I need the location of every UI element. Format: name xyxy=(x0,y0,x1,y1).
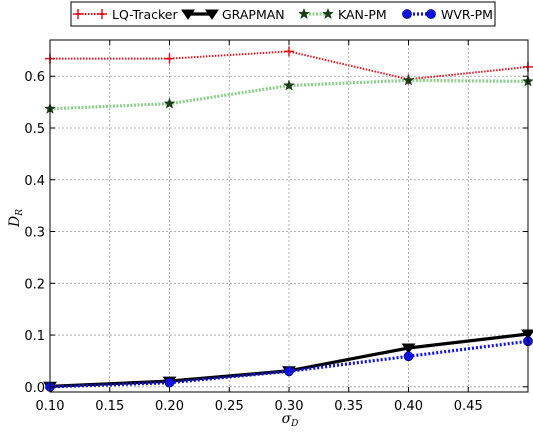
legend-item: KAN-PM xyxy=(298,7,387,22)
legend-marker xyxy=(402,9,412,19)
legend-marker xyxy=(205,9,219,20)
x-tick-label: 0.40 xyxy=(394,399,423,414)
legend-label: GRAPMAN xyxy=(222,7,285,22)
data-point xyxy=(164,53,175,64)
x-tick-label: 0.45 xyxy=(454,399,483,414)
legend-item: LQ-Tracker xyxy=(73,7,178,22)
y-tick-label: 0.3 xyxy=(24,226,45,241)
data-point xyxy=(283,79,295,91)
legend-item: WVR-PM xyxy=(402,7,493,22)
series-line xyxy=(49,339,529,389)
legend-box xyxy=(70,1,496,27)
data-point xyxy=(403,351,414,362)
data-point xyxy=(402,74,415,86)
x-axis-label: σD xyxy=(282,411,299,429)
legend-item: GRAPMAN xyxy=(181,7,285,22)
y-tick-label: 0.5 xyxy=(24,122,45,137)
series-line xyxy=(49,78,529,111)
legend-label: KAN-PM xyxy=(338,7,387,22)
y-tick-label: 0.4 xyxy=(24,174,45,189)
x-tick-label: 0.10 xyxy=(36,399,65,414)
legend-marker xyxy=(298,7,310,20)
data-point xyxy=(284,366,294,377)
y-axis-label: DR xyxy=(7,209,25,228)
legend-marker xyxy=(322,7,334,20)
data-point xyxy=(164,377,175,388)
legend-label: LQ-Tracker xyxy=(112,7,178,22)
legend-marker xyxy=(426,9,436,19)
legend: LQ-Tracker GRAPMAN KAN-PM WVR-PM xyxy=(70,1,496,27)
legend-marker xyxy=(73,9,83,19)
y-tick-label: 0.1 xyxy=(24,329,45,344)
x-tick-label: 0.20 xyxy=(155,399,184,414)
x-tick-label: 0.30 xyxy=(275,399,304,414)
legend-label: WVR-PM xyxy=(441,7,493,22)
x-tick-label: 0.25 xyxy=(215,399,244,414)
tick-layer: 0.10 0.15 0.20 0.25 0.30 0.35 0.40 0.45 0.0 0.1 0.… xyxy=(24,40,528,414)
series-layer xyxy=(43,46,533,393)
data-point xyxy=(163,97,176,109)
y-tick-label: 0.0 xyxy=(24,381,45,396)
series-grapman xyxy=(43,329,533,393)
legend-marker xyxy=(181,9,195,20)
y-tick-label: 0.2 xyxy=(24,277,45,292)
grid xyxy=(50,40,528,392)
x-tick-label: 0.35 xyxy=(334,399,363,414)
data-point xyxy=(284,46,294,57)
data-point xyxy=(401,343,416,354)
y-tick-label: 0.6 xyxy=(24,70,45,85)
legend-marker xyxy=(97,9,107,19)
series-kan-pm xyxy=(44,74,533,114)
x-tick-label: 0.15 xyxy=(95,399,124,414)
